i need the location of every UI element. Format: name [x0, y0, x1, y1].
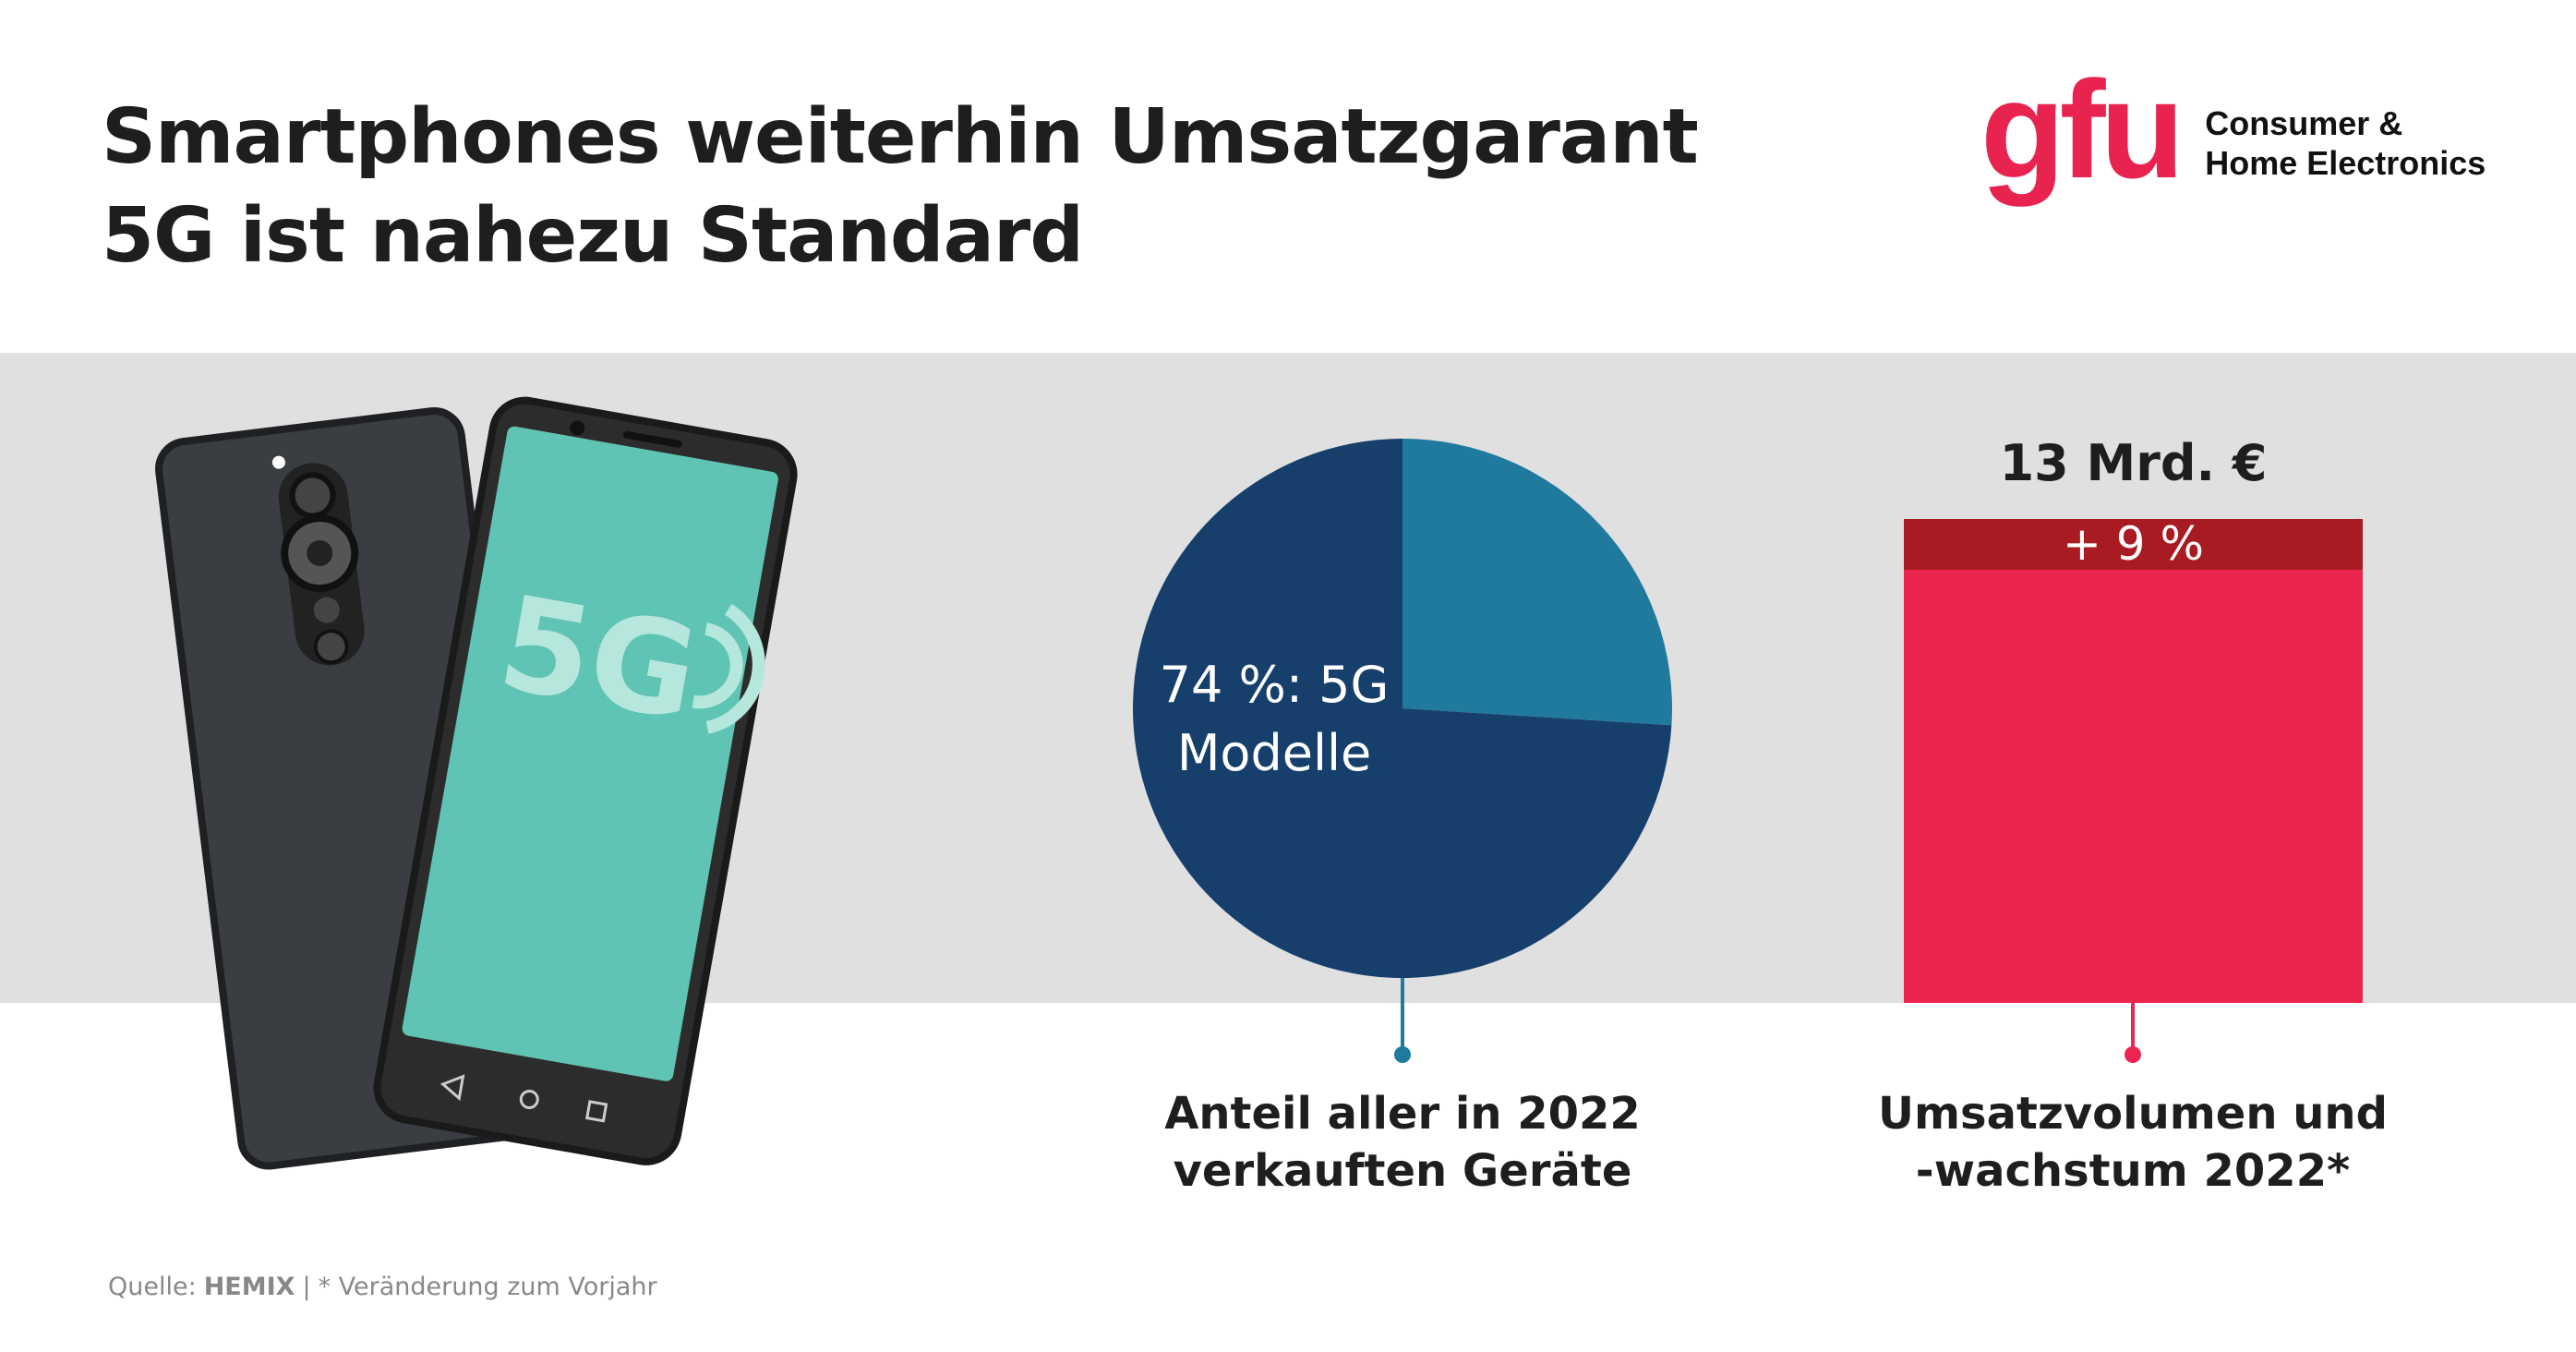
logo-mark: gfu	[1980, 52, 2185, 207]
bar-caption-line-2: -wachstum 2022*	[1915, 1145, 2351, 1197]
source-label: Quelle:	[108, 1273, 197, 1301]
logo-line-1: Consumer &	[2205, 104, 2403, 142]
revenue-bar: + 9 %	[1904, 519, 2363, 1003]
gfu-logo: gfu Consumer & Home Electronics	[1980, 60, 2486, 199]
title-line-2: 5G ist nahezu Standard	[102, 192, 1084, 280]
phone-screen-5g: 5G	[489, 568, 708, 750]
pie-caption: Anteil aller in 2022 verkauften Geräte	[1079, 1085, 1726, 1200]
pie-caption-line-1: Anteil aller in 2022	[1164, 1088, 1641, 1140]
bar-caption: Umsatzvolumen und -wachstum 2022*	[1810, 1085, 2456, 1200]
bar-stem-dot	[2125, 1046, 2141, 1063]
pie-stem-dot	[1394, 1046, 1411, 1063]
footnote: * Veränderung zum Vorjahr	[318, 1273, 657, 1301]
pie-label-line-1: 74 %: 5G	[1159, 656, 1390, 714]
logo-line-2: Home Electronics	[2205, 144, 2486, 182]
bar-value-label: 13 Mrd. €	[1999, 434, 2268, 492]
hemix-logo: HEMIX	[203, 1273, 295, 1301]
logo-text: Consumer & Home Electronics	[2205, 103, 2486, 183]
bar-caption-line-1: Umsatzvolumen und	[1878, 1088, 2388, 1140]
title-line-1: Smartphones weiterhin Umsatzgarant	[102, 93, 1699, 181]
pie-slice-5g	[1132, 439, 1672, 978]
phone-front: 5G	[373, 396, 798, 1165]
footer: Quelle: HEMIX | * Veränderung zum Vorjah…	[108, 1273, 657, 1301]
pie-slice-other	[1402, 439, 1672, 726]
page-title: Smartphones weiterhin Umsatzgarant 5G is…	[102, 88, 1699, 285]
separator: |	[302, 1273, 311, 1301]
growth-segment: + 9 %	[1904, 519, 2363, 570]
pie-caption-line-2: verkauften Geräte	[1173, 1145, 1632, 1197]
pie-data-label: 74 %: 5G Modelle	[1126, 651, 1422, 788]
pie-chart	[1132, 439, 1672, 978]
pie-label-line-2: Modelle	[1176, 724, 1372, 782]
